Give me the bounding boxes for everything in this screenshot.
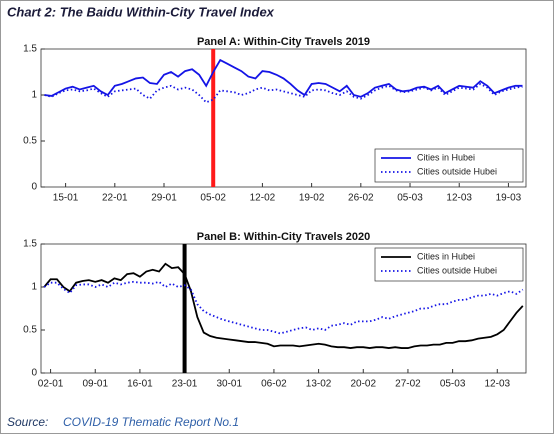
series-line <box>43 262 524 349</box>
x-tick-label: 27-02 <box>395 379 421 390</box>
y-tick-label: 0.5 <box>23 325 37 336</box>
x-tick-label: 02-01 <box>38 379 64 390</box>
x-tick-label: 12-02 <box>250 193 276 204</box>
panel-title: Panel B: Within-City Travels 2020 <box>197 231 371 243</box>
x-tick-label: 09-01 <box>82 379 108 390</box>
legend-label: Cities in Hubei <box>417 152 475 162</box>
series-line <box>44 58 523 98</box>
legend-label: Cities outside Hubei <box>417 265 497 275</box>
legend-box <box>374 247 524 282</box>
x-tick-label: 05-03 <box>440 379 466 390</box>
x-tick-label: 26-02 <box>348 193 374 204</box>
x-tick-label: 15-01 <box>53 193 79 204</box>
source-link[interactable]: COVID-19 Thematic Report No.1 <box>63 415 239 429</box>
x-tick-label: 19-03 <box>496 193 522 204</box>
header-title: Chart 2: The Baidu Within-City Travel In… <box>7 4 275 19</box>
x-tick-label: 05-02 <box>200 193 226 204</box>
x-tick-label: 05-03 <box>397 193 423 204</box>
series-line <box>43 280 524 335</box>
x-tick-label: 12-03 <box>484 379 510 390</box>
x-tick-label: 23-01 <box>172 379 198 390</box>
x-tick-label: 06-02 <box>261 379 287 390</box>
y-tick-label: 1 <box>31 282 37 293</box>
legend-label: Cities in Hubei <box>417 251 475 261</box>
x-tick-label: 22-01 <box>102 193 128 204</box>
x-tick-label: 20-02 <box>350 379 376 390</box>
source-label: Source: <box>7 415 48 429</box>
x-tick-label: 16-01 <box>127 379 153 390</box>
y-tick-label: 1.5 <box>23 44 37 55</box>
y-tick-label: 1 <box>31 90 37 101</box>
plot-frame <box>40 48 527 188</box>
x-tick-label: 19-02 <box>299 193 325 204</box>
x-tick-label: 13-02 <box>306 379 332 390</box>
x-tick-label: 29-01 <box>151 193 177 204</box>
y-tick-label: 1.5 <box>23 239 37 250</box>
legend-box <box>374 148 524 183</box>
panel-title: Panel A: Within-City Travels 2019 <box>197 36 370 48</box>
y-tick-label: 0 <box>31 368 37 379</box>
x-tick-label: 12-03 <box>446 193 472 204</box>
y-tick-label: 0 <box>31 182 37 193</box>
series-line <box>44 82 523 104</box>
y-tick-label: 0.5 <box>23 136 37 147</box>
legend-label: Cities outside Hubei <box>417 166 497 176</box>
plot-frame <box>40 243 527 374</box>
x-tick-label: 30-01 <box>216 379 242 390</box>
